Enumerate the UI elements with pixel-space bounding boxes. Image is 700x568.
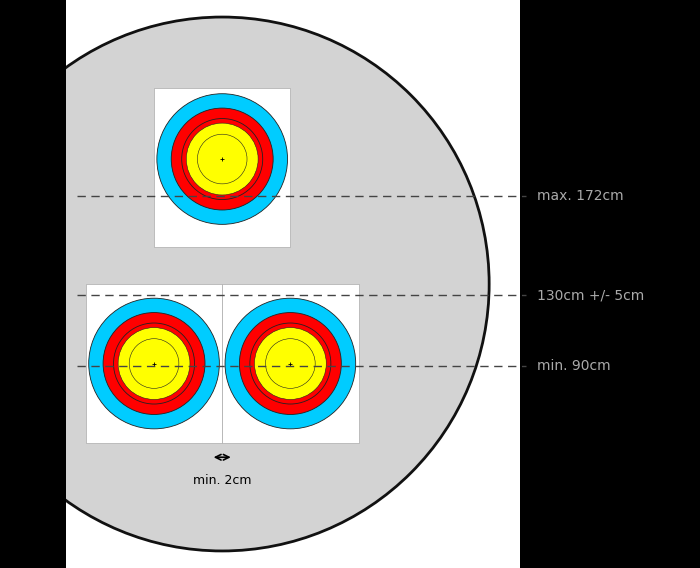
Circle shape — [113, 323, 195, 404]
Circle shape — [280, 353, 301, 374]
Circle shape — [265, 339, 315, 389]
Circle shape — [202, 139, 243, 179]
Bar — [66, 0, 520, 568]
Circle shape — [239, 312, 342, 415]
Circle shape — [225, 298, 356, 429]
Bar — [222, 284, 358, 443]
Circle shape — [0, 17, 489, 551]
Text: 130cm +/- 5cm: 130cm +/- 5cm — [538, 289, 645, 302]
Circle shape — [144, 353, 164, 374]
Circle shape — [250, 323, 331, 404]
Circle shape — [260, 333, 321, 394]
Circle shape — [211, 149, 232, 169]
Circle shape — [134, 343, 174, 384]
Text: max. 172cm: max. 172cm — [538, 189, 624, 203]
Circle shape — [197, 134, 247, 184]
Circle shape — [103, 312, 205, 415]
Circle shape — [172, 108, 273, 210]
Circle shape — [186, 123, 258, 195]
Circle shape — [130, 339, 179, 389]
Circle shape — [254, 328, 326, 399]
Circle shape — [192, 128, 253, 190]
Circle shape — [118, 328, 190, 399]
Circle shape — [89, 298, 219, 429]
Circle shape — [123, 333, 185, 394]
Bar — [154, 88, 290, 247]
Bar — [86, 284, 222, 443]
Text: min. 2cm: min. 2cm — [193, 474, 251, 487]
Circle shape — [270, 343, 311, 384]
Circle shape — [182, 119, 262, 199]
Circle shape — [157, 94, 288, 224]
Text: min. 90cm: min. 90cm — [538, 360, 611, 373]
